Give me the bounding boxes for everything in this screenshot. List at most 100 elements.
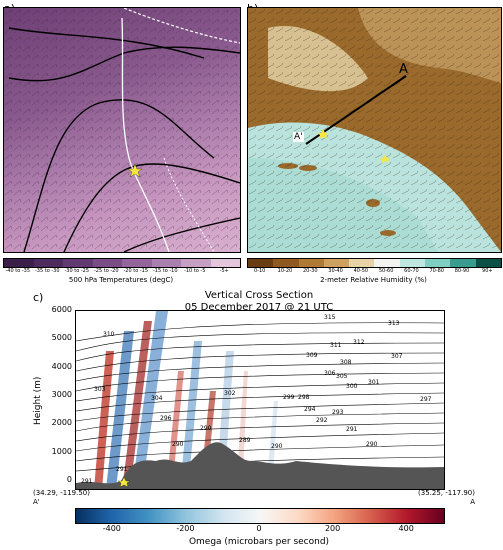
isentrope-label-306: 306 [324, 370, 336, 377]
isentrope-label-313: 313 [388, 320, 400, 327]
temperature-colorbar-swatch [33, 259, 63, 267]
omega-colorbar-tick: 200 [324, 524, 341, 533]
cross-section-title-line2: 05 December 2017 @ 21 UTC [184, 302, 334, 313]
isentrope-label-299: 299 [283, 394, 295, 401]
cross-section-ytick: 0 [66, 475, 72, 484]
humidity-colorbar-ticks: 0-10 10-20 20-30 30-40 40-50 50-60 60-70 70-80 8… [247, 268, 500, 274]
panel-c-label: c) [33, 291, 44, 304]
humidity-colorbar-tick: 60-70 [404, 268, 419, 274]
temperature-colorbar-swatch [63, 259, 93, 267]
humidity-colorbar-swatch [374, 259, 400, 267]
humidity-colorbar-swatch [248, 259, 274, 267]
temperature-contours [4, 8, 240, 252]
humidity-colorbar-swatch [349, 259, 375, 267]
humidity-colorbar-swatch [425, 259, 451, 267]
cross-section-ytick: 4000 [51, 361, 72, 371]
humidity-colorbar-title: 2-meter Relative Humidity (%) [320, 276, 427, 284]
right-end-label: A [470, 498, 475, 506]
cross-section-plot: 315 313 312 311 310 309 308 307 306 305 … [75, 310, 445, 490]
isentrope-label-304: 304 [151, 395, 163, 402]
cross-section-ytick: 1000 [51, 446, 72, 456]
isentrope-label-309: 309 [306, 352, 318, 359]
isentrope-label-291: 291 [346, 426, 358, 433]
left-end-label: A' [33, 498, 40, 506]
cross-section-left-end: (34.29, -119.50) A' [33, 489, 90, 507]
humidity-colorbar-swatch [323, 259, 350, 267]
humidity-colorbar-tick: 20-30 [302, 268, 318, 274]
isentrope-label-301: 301 [368, 379, 380, 386]
humidity-colorbar-swatch [450, 259, 476, 267]
isentrope-label-302: 302 [224, 390, 236, 397]
temperature-colorbar [3, 258, 241, 268]
temperature-colorbar-tick: -10 to -5 [184, 268, 206, 274]
humidity-colorbar-tick: 40-50 [353, 268, 369, 274]
temperature-colorbar-swatch [210, 259, 240, 267]
omega-isentrope-field [76, 311, 444, 489]
omega-colorbar-tick: -400 [102, 524, 121, 533]
isentrope-label-308: 308 [340, 359, 352, 366]
omega-colorbar-tick: 0 [256, 524, 262, 533]
humidity-colorbar-tick: 30-40 [328, 268, 343, 274]
humidity-colorbar-tick: 70-80 [429, 268, 444, 274]
temperature-map [3, 7, 241, 253]
isentrope-label-312: 312 [353, 339, 365, 346]
humidity-colorbar-tick: 10-20 [277, 268, 293, 274]
isentrope-label-303: 303 [94, 386, 106, 393]
isentrope-label-294: 294 [304, 406, 316, 413]
cross-section-ytick: 6000 [51, 305, 72, 314]
temperature-colorbar-swatch [4, 259, 34, 267]
temperature-colorbar-tick: -30 to -25 [64, 268, 90, 274]
temperature-colorbar-tick: -25 to -20 [93, 268, 119, 274]
isentrope-label-311: 311 [330, 342, 342, 349]
isentrope-label-315: 315 [324, 314, 336, 321]
isentrope-label-296: 296 [160, 415, 172, 422]
cross-section-ytick: 5000 [51, 333, 72, 343]
isentrope-label-310: 310 [103, 331, 115, 338]
point-a-label: A [399, 62, 408, 77]
cross-section-title-line1: Vertical Cross Section [204, 290, 314, 301]
isentrope-label-300: 300 [346, 383, 358, 390]
isentrope-label-307: 307 [391, 353, 403, 360]
humidity-field [248, 8, 501, 252]
humidity-colorbar-swatch [273, 259, 299, 267]
isentrope-label-293: 293 [332, 409, 344, 416]
temperature-colorbar-title: 500 hPa Temperatures (degC) [68, 276, 174, 284]
humidity-colorbar-tick: 80-90 [454, 268, 470, 274]
point-a-prime-label: A' [293, 132, 304, 142]
humidity-map: A A' [247, 7, 502, 253]
temperature-colorbar-tick: -5+ [219, 268, 229, 274]
temperature-colorbar-ticks: -40 to -35 -35 to -30 -30 to -25 -25 to -20… [3, 268, 239, 274]
cross-section-title: Vertical Cross Section 05 December 2017 … [75, 290, 443, 314]
cross-section-ytick: 3000 [51, 390, 72, 399]
isentrope-label-305: 305 [336, 373, 348, 380]
right-end-coords: (35.25, -117.90) [418, 489, 475, 497]
isentrope-label-298: 298 [298, 394, 310, 401]
omega-colorbar-title: Omega (microbars per second) [188, 537, 330, 547]
temperature-colorbar-swatch [151, 259, 181, 267]
temperature-colorbar-swatch [92, 259, 122, 267]
temperature-colorbar-tick: -15 to -10 [152, 268, 178, 274]
isentrope-label-292: 292 [316, 417, 328, 424]
humidity-colorbar-tick: 90+ [482, 268, 493, 274]
omega-colorbar [75, 508, 445, 524]
omega-colorbar-tick: -200 [176, 524, 195, 533]
isentrope-label-290-d: 290 [366, 441, 378, 448]
isentrope-label-290-b: 290 [172, 441, 184, 448]
isentrope-label-297: 297 [420, 396, 432, 403]
humidity-colorbar [247, 258, 502, 268]
temperature-colorbar-swatch [122, 259, 152, 267]
isentrope-label-290-c: 290 [271, 443, 283, 450]
isentrope-label-290-a: 290 [200, 425, 212, 432]
temperature-colorbar-tick: -40 to -35 [5, 268, 31, 274]
humidity-colorbar-tick: 0-10 [253, 268, 266, 274]
temperature-colorbar-swatch [181, 259, 211, 267]
humidity-colorbar-swatch [475, 259, 501, 267]
humidity-colorbar-swatch [399, 259, 426, 267]
isentrope-label-291-b: 291 [81, 478, 93, 485]
omega-colorbar-tick: 400 [398, 524, 414, 533]
temperature-colorbar-tick: -20 to -15 [123, 268, 149, 274]
humidity-colorbar-swatch [298, 259, 324, 267]
cross-section-right-end: (35.25, -117.90) A [405, 489, 475, 507]
temperature-colorbar-tick: -35 to -30 [34, 268, 60, 274]
left-end-coords: (34.29, -119.50) [33, 489, 90, 497]
